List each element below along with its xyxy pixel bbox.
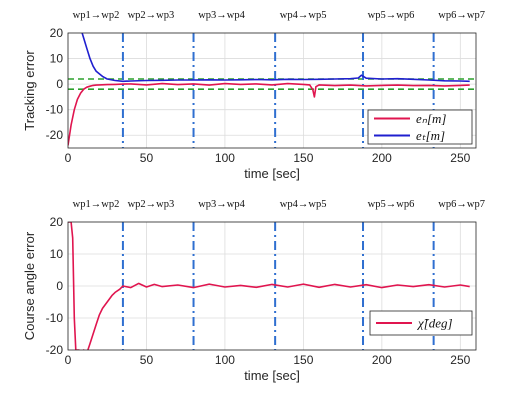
course-angle-error-x-axis-label: time [sec] [244,368,300,383]
tracking-error-panel: 0 50 100 150 200 250 -20 -10 0 10 20 wp1→wp2 wp2→wp… [22,10,485,181]
tracking-error-x-tick-label: 100 [215,151,235,165]
tracking-error-waypoint-label: wp5→wp6 [368,10,415,21]
course-angle-error-y-tick-label: -20 [46,343,64,357]
course-angle-error-waypoint-labels: wp1→wp2 wp2→wp3 wp3→wp4 wp4→wp5 wp5→wp6 wp6→w… [73,199,485,210]
tracking-error-waypoint-label: wp3→wp4 [198,10,245,21]
tracking-error-y-tick-label: 20 [50,26,64,40]
tracking-error-y-tick-label: -20 [46,128,64,142]
course-angle-error-x-tick-label: 150 [293,353,313,367]
tracking-error-x-tick-label: 150 [293,151,313,165]
course-angle-error-y-tick-label: 0 [56,279,63,293]
course-angle-error-legend-label: χ̃[deg] [416,316,453,331]
tracking-error-axes-frame [67,32,477,149]
course-angle-error-waypoint-label: wp4→wp5 [280,199,327,210]
course-angle-error-marks [68,222,470,350]
course-angle-error-x-tick-label: 50 [140,353,154,367]
course-angle-error-series-line-0 [68,222,470,350]
course-angle-error-axes-frame [67,221,477,351]
tracking-error-x-tick-label: 250 [450,151,470,165]
course-angle-error-waypoint-label: wp1→wp2 [73,199,120,210]
tracking-error-waypoint-label: wp1→wp2 [73,10,120,21]
course-angle-error-y-tick-label: 10 [50,247,64,261]
tracking-error-legend: eₙ[m] eₜ[m] [367,109,473,145]
tracking-error-legend-label: eₙ[m] [416,111,446,126]
tracking-error-x-tick-label: 50 [140,151,154,165]
course-angle-error-waypoint-label: wp2→wp3 [128,199,175,210]
course-angle-error-x-tick-label: 200 [372,353,392,367]
course-angle-error-waypoint-label: wp6→wp7 [438,199,485,210]
tracking-error-x-axis-label: time [sec] [244,166,300,181]
tracking-error-series-line-0 [68,82,470,146]
tracking-error-x-tick-label: 200 [372,151,392,165]
course-angle-error-y-tick-label: 20 [50,215,64,229]
tracking-error-waypoint-labels: wp1→wp2 wp2→wp3 wp3→wp4 wp4→wp5 wp5→wp6 wp6→w… [73,10,485,21]
course-angle-error-y-tick-label: -10 [46,311,64,325]
tracking-error-y-tick-label: 0 [56,77,63,91]
course-angle-error-panel: 0 50 100 150 200 250 -20 -10 0 10 20 wp1→wp2 wp2→wp… [22,199,485,383]
tracking-error-legend-box [367,109,473,145]
tracking-error-x-tick-label: 0 [65,151,72,165]
course-angle-error-x-tick-label: 100 [215,353,235,367]
tracking-error-y-tick-label: 10 [50,52,64,66]
tracking-error-waypoint-label: wp4→wp5 [280,10,327,21]
tracking-error-y-axis-label: Tracking error [22,50,37,131]
course-angle-error-x-tick-label: 0 [65,353,72,367]
tracking-error-legend-label: eₜ[m] [416,128,445,143]
tracking-error-tick-labels: 0 50 100 150 200 250 -20 -10 0 10 20 [46,26,471,165]
course-angle-error-waypoint-label: wp3→wp4 [198,199,245,210]
tracking-error-series-line-1 [81,33,470,83]
tracking-error-y-tick-label: -10 [46,103,64,117]
course-angle-error-waypoint-label: wp5→wp6 [368,199,415,210]
course-angle-error-legend: χ̃[deg] [369,310,473,336]
course-angle-error-tick-labels: 0 50 100 150 200 250 -20 -10 0 10 20 [46,215,471,367]
course-angle-error-y-axis-label: Course angle error [22,231,37,340]
tracking-error-waypoint-label: wp2→wp3 [128,10,175,21]
course-angle-error-x-tick-label: 250 [450,353,470,367]
tracking-error-waypoint-label: wp6→wp7 [438,10,485,21]
